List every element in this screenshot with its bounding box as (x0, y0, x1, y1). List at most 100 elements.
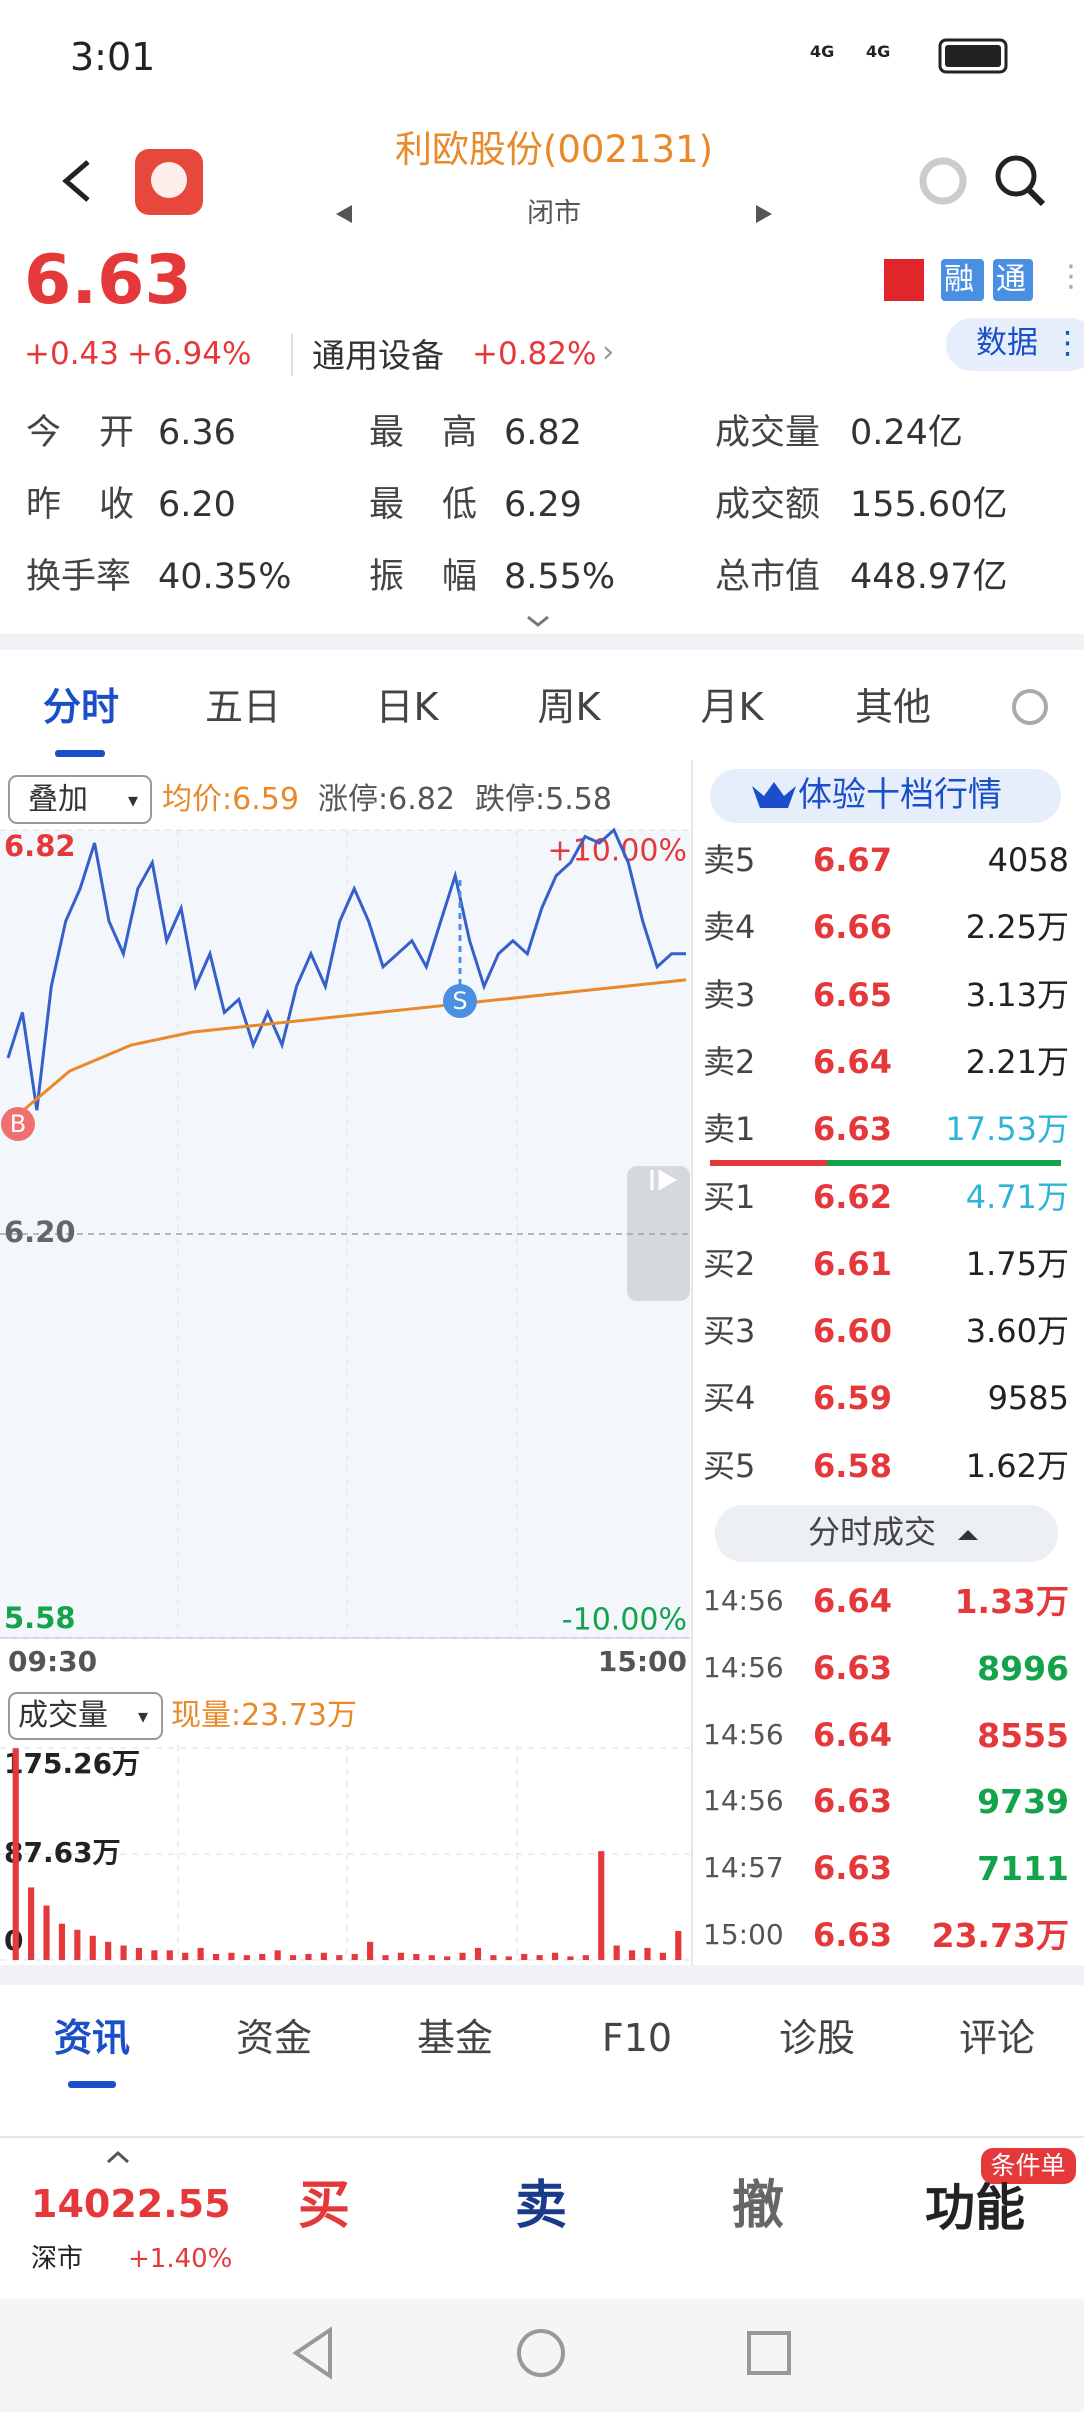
volume-bar (397, 1952, 405, 1960)
function-button[interactable]: 功能 (925, 2179, 1025, 2237)
trade-time: 14:56 (703, 1717, 784, 1751)
data-button[interactable] (946, 318, 1084, 371)
chevron: › (602, 334, 615, 370)
trades-button[interactable] (715, 1505, 1058, 1562)
tab[interactable]: 分时 (42, 685, 120, 729)
stat-value: 6.20 (158, 485, 236, 525)
volume-bar (74, 1929, 81, 1960)
current-volume: 现量:23.73万 (171, 1698, 357, 1733)
volume-bar (567, 1956, 574, 1960)
separator (0, 1965, 1084, 1985)
buy-button[interactable]: 买 (297, 2176, 351, 2236)
stat-label: 最低 (369, 485, 477, 525)
bottom-tab[interactable]: 诊股 (778, 2016, 856, 2060)
cancel-button[interactable]: 撤 (731, 2176, 785, 2236)
stat-value: 40.35% (158, 557, 292, 597)
sell-button[interactable]: 卖 (514, 2176, 568, 2236)
y-tick-label: 87.63万 (4, 1836, 121, 1869)
tab[interactable]: 周K (537, 685, 601, 729)
volume-title[interactable]: 成交量 (18, 1698, 108, 1733)
x-label: 15:00 (598, 1645, 687, 1678)
y-tick-label: 175.26万 (4, 1747, 140, 1780)
separator (0, 634, 1084, 650)
book-price: 6.63 (813, 1110, 892, 1149)
annotation: -10.00% (562, 1603, 687, 1638)
trades-title[interactable]: 分时成交 (807, 1513, 937, 1551)
battery-level (945, 45, 1001, 67)
level10-label[interactable]: 体验十档行情 (798, 775, 1002, 815)
prev[interactable] (336, 205, 352, 223)
nav-recent[interactable] (747, 2331, 791, 2375)
trade-time: 14:57 (703, 1851, 784, 1885)
next[interactable] (756, 205, 772, 223)
volume-bar (105, 1941, 112, 1960)
book-volume: 3.13万 (965, 975, 1069, 1014)
dropdown-arrow: ▾ (128, 788, 139, 812)
stat-label: 振幅 (369, 557, 477, 597)
network: 4G (866, 42, 891, 61)
bottom-tab[interactable]: 资讯 (53, 2016, 131, 2060)
volume-bar (536, 1955, 543, 1960)
book-volume: 2.21万 (965, 1042, 1069, 1081)
volume-bar (675, 1930, 682, 1960)
trade-time: 14:56 (703, 1784, 784, 1818)
volume-bar (459, 1952, 466, 1960)
stat-label: 成交额 (715, 485, 821, 525)
side-handle[interactable] (627, 1166, 690, 1301)
bottom-tab[interactable]: F10 (601, 2016, 673, 2060)
up-caret[interactable] (106, 2150, 130, 2164)
sector[interactable]: 通用设备 (312, 336, 444, 375)
book-price: 6.64 (813, 1042, 892, 1081)
search[interactable] (995, 155, 1037, 197)
ask-bar (710, 1160, 827, 1166)
crown (752, 782, 796, 808)
book-label: 买2 (703, 1244, 756, 1283)
book-price: 6.62 (813, 1177, 892, 1216)
more[interactable]: ⋮ (1056, 259, 1084, 294)
volume-bar (151, 1950, 158, 1960)
stat-label: 成交量 (715, 413, 821, 453)
volume-bar (58, 1923, 66, 1960)
badge (941, 259, 984, 301)
stat-value: 6.29 (504, 485, 582, 525)
volume-bar (505, 1956, 512, 1960)
volume-bar (289, 1955, 297, 1960)
bid-bar (827, 1160, 1061, 1166)
tab[interactable]: 日K (375, 685, 439, 729)
stat-label: 今开 (26, 413, 134, 453)
overlay-dropdown[interactable] (8, 775, 152, 824)
settings[interactable] (1012, 689, 1048, 725)
data-button-more: ⋮ (1052, 325, 1083, 361)
expand[interactable] (527, 615, 549, 627)
back-button[interactable] (62, 160, 90, 202)
marker-label: S (452, 987, 467, 1015)
nav-back[interactable] (292, 2326, 332, 2380)
price-line (6, 827, 686, 1111)
bottom-tab[interactable]: 基金 (416, 2016, 494, 2060)
bottom-tab[interactable]: 评论 (958, 2016, 1036, 2060)
market-status: 闭市 (527, 198, 581, 229)
stat-label: 总市值 (715, 557, 821, 597)
volume-bar (243, 1955, 250, 1960)
volume-bar (521, 1953, 528, 1960)
y-tick-label: 5.58 (4, 1601, 76, 1635)
data-button-label[interactable]: 数据 (976, 325, 1038, 361)
trade-volume: 8555 (977, 1715, 1069, 1755)
bottom-tab[interactable]: 资金 (235, 2016, 313, 2060)
level10-button[interactable] (710, 769, 1061, 823)
volume-bar (120, 1945, 127, 1960)
stat-value: 8.55% (504, 557, 616, 597)
tab[interactable]: 五日 (204, 685, 282, 729)
book-label: 卖1 (703, 1110, 756, 1149)
index-value[interactable]: 14022.55 (31, 2182, 231, 2226)
nav-home[interactable] (517, 2329, 565, 2377)
refresh[interactable] (919, 157, 967, 205)
tab[interactable]: 月K (700, 685, 764, 729)
volume-bar (336, 1955, 343, 1960)
volume-dropdown[interactable] (8, 1692, 163, 1740)
volume-bar (197, 1947, 204, 1960)
tab[interactable]: 其他 (854, 685, 932, 729)
volume-bar (613, 1945, 620, 1960)
overlay-label[interactable]: 叠加 (28, 782, 88, 817)
sector-pct: +0.82% (472, 336, 597, 372)
